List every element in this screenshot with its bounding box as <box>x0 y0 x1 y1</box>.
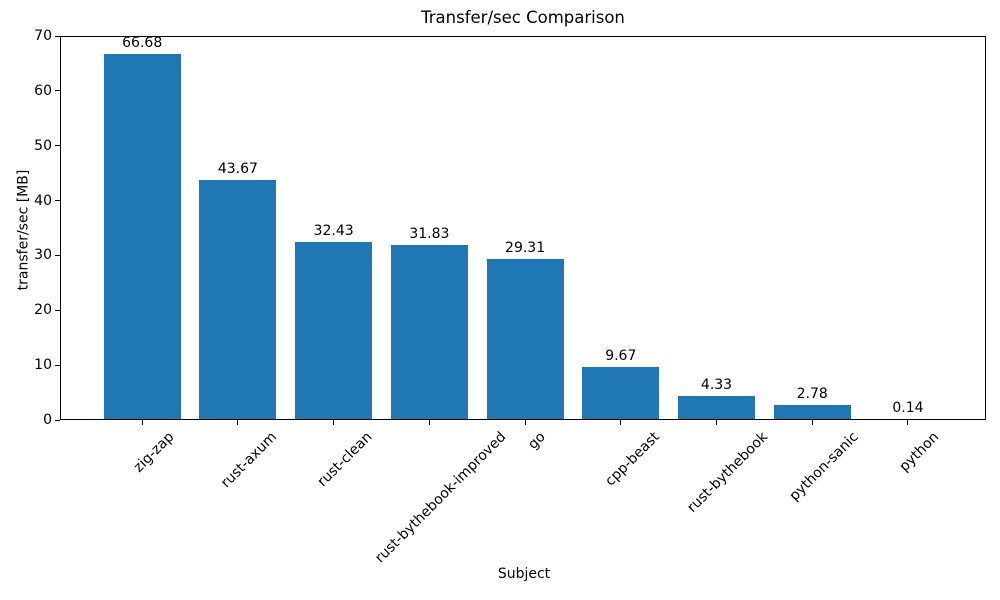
x-tick-label: rust-bythebook <box>684 429 772 516</box>
x-tick-mark <box>907 420 909 425</box>
plot-area <box>60 36 986 420</box>
bar-value-label: 29.31 <box>505 240 546 257</box>
x-axis-label: Subject <box>497 566 551 582</box>
y-tick-mark <box>55 419 60 421</box>
y-tick-mark <box>55 145 60 147</box>
y-tick-label: 50 <box>34 137 52 154</box>
bar-value-label: 43.67 <box>217 161 258 178</box>
x-tick-label: cpp-beast <box>602 429 663 490</box>
y-axis-label: transfer/sec [MB] <box>15 169 32 291</box>
x-tick-mark <box>716 420 718 425</box>
bar-python-sanic <box>773 404 851 420</box>
y-tick-mark <box>55 35 60 37</box>
bar-rust-bythebook <box>678 396 756 420</box>
chart-title: Transfer/sec Comparison <box>421 8 625 27</box>
bar-rust-axum <box>199 180 277 420</box>
bar-value-label: 32.43 <box>313 223 354 240</box>
y-tick-label: 60 <box>34 82 52 99</box>
bar-value-label: 9.67 <box>605 347 637 364</box>
y-tick-mark <box>55 309 60 311</box>
bar-value-label: 4.33 <box>700 377 733 394</box>
bar-value-label: 2.78 <box>796 385 828 402</box>
y-tick-mark <box>55 254 60 256</box>
bar-value-label: 0.14 <box>892 399 924 416</box>
bar-zig-zap <box>103 54 181 420</box>
x-tick-mark <box>524 420 526 425</box>
x-tick-label: rust-clean <box>314 429 376 490</box>
x-tick-label: python <box>896 429 943 475</box>
x-tick-mark <box>333 420 335 425</box>
x-tick-mark <box>141 420 143 425</box>
x-tick-label: python-sanic <box>786 429 862 505</box>
x-tick-label: zig-zap <box>130 429 178 476</box>
bar-rust-bythebook-improved <box>390 245 468 420</box>
bar-cpp-beast <box>582 366 660 420</box>
bar-rust-clean <box>295 242 373 420</box>
bar-value-label: 31.83 <box>409 226 450 243</box>
x-tick-mark <box>620 420 622 425</box>
y-tick-mark <box>55 90 60 92</box>
bar-value-label: 66.68 <box>122 35 163 52</box>
y-tick-label: 30 <box>34 247 52 264</box>
y-tick-label: 40 <box>34 192 52 209</box>
y-tick-mark <box>55 364 60 366</box>
y-tick-label: 70 <box>34 28 52 44</box>
x-tick-mark <box>428 420 430 425</box>
y-tick-label: 0 <box>43 412 52 428</box>
x-tick-label: go <box>525 429 549 453</box>
x-tick-label: rust-bythebook-improved <box>372 429 510 567</box>
y-tick-label: 20 <box>34 302 52 319</box>
y-tick-label: 10 <box>34 357 52 374</box>
x-tick-mark <box>811 420 813 425</box>
x-tick-label: rust-axum <box>218 429 281 492</box>
y-tick-mark <box>55 200 60 202</box>
bar-go <box>486 259 564 420</box>
x-tick-mark <box>237 420 239 425</box>
